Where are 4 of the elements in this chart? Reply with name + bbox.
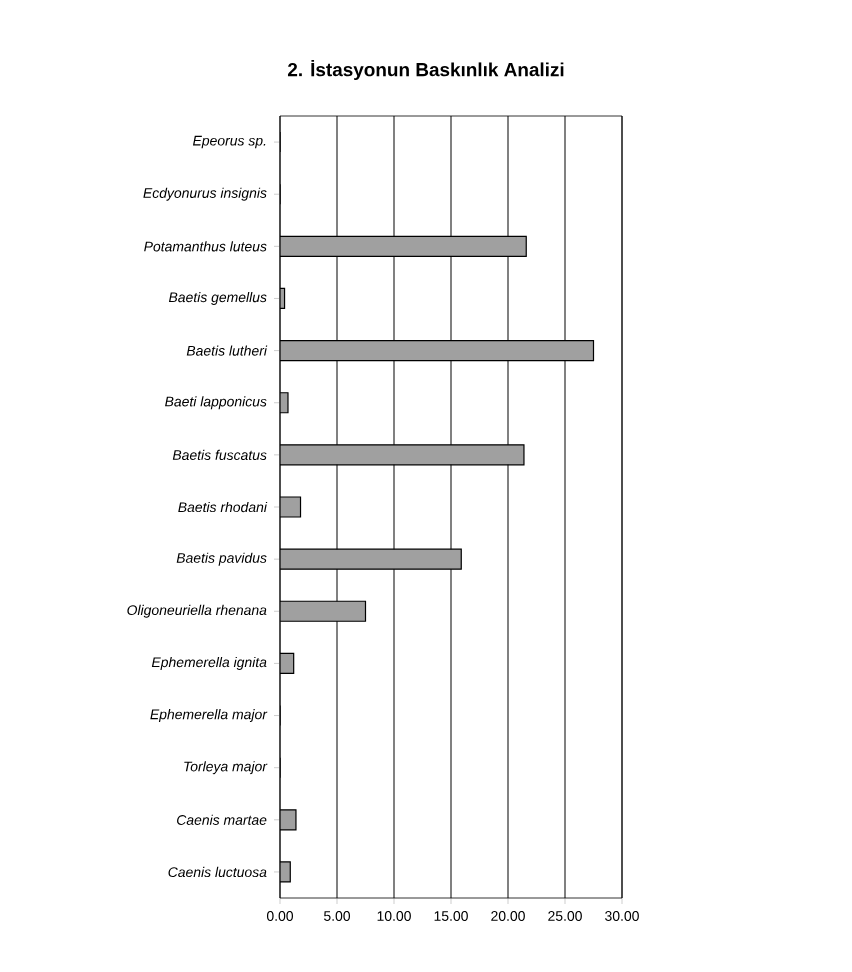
bar: [280, 235, 527, 257]
bar: [280, 600, 367, 622]
bar: [280, 340, 595, 362]
chart-title: 2. İstasyonun Baskınlık Analizi: [287, 59, 564, 81]
